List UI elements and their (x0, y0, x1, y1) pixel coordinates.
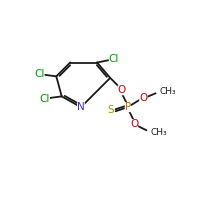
Text: Cl: Cl (109, 54, 119, 64)
Text: P: P (125, 102, 131, 112)
Text: Cl: Cl (34, 69, 45, 79)
Text: P: P (125, 102, 131, 112)
Text: O: O (130, 119, 138, 129)
Text: O: O (118, 85, 126, 95)
Text: N: N (77, 102, 85, 112)
Text: S: S (108, 105, 114, 115)
Text: O: O (130, 119, 138, 129)
Text: O: O (118, 85, 126, 95)
Text: O: O (139, 93, 147, 103)
Text: Cl: Cl (40, 94, 50, 104)
Text: CH₃: CH₃ (150, 128, 167, 137)
Text: CH₃: CH₃ (159, 87, 176, 96)
Text: Cl: Cl (34, 69, 45, 79)
Text: O: O (139, 93, 147, 103)
Text: Cl: Cl (40, 94, 50, 104)
Text: N: N (77, 102, 85, 112)
Text: S: S (108, 105, 114, 115)
Text: Cl: Cl (109, 54, 119, 64)
